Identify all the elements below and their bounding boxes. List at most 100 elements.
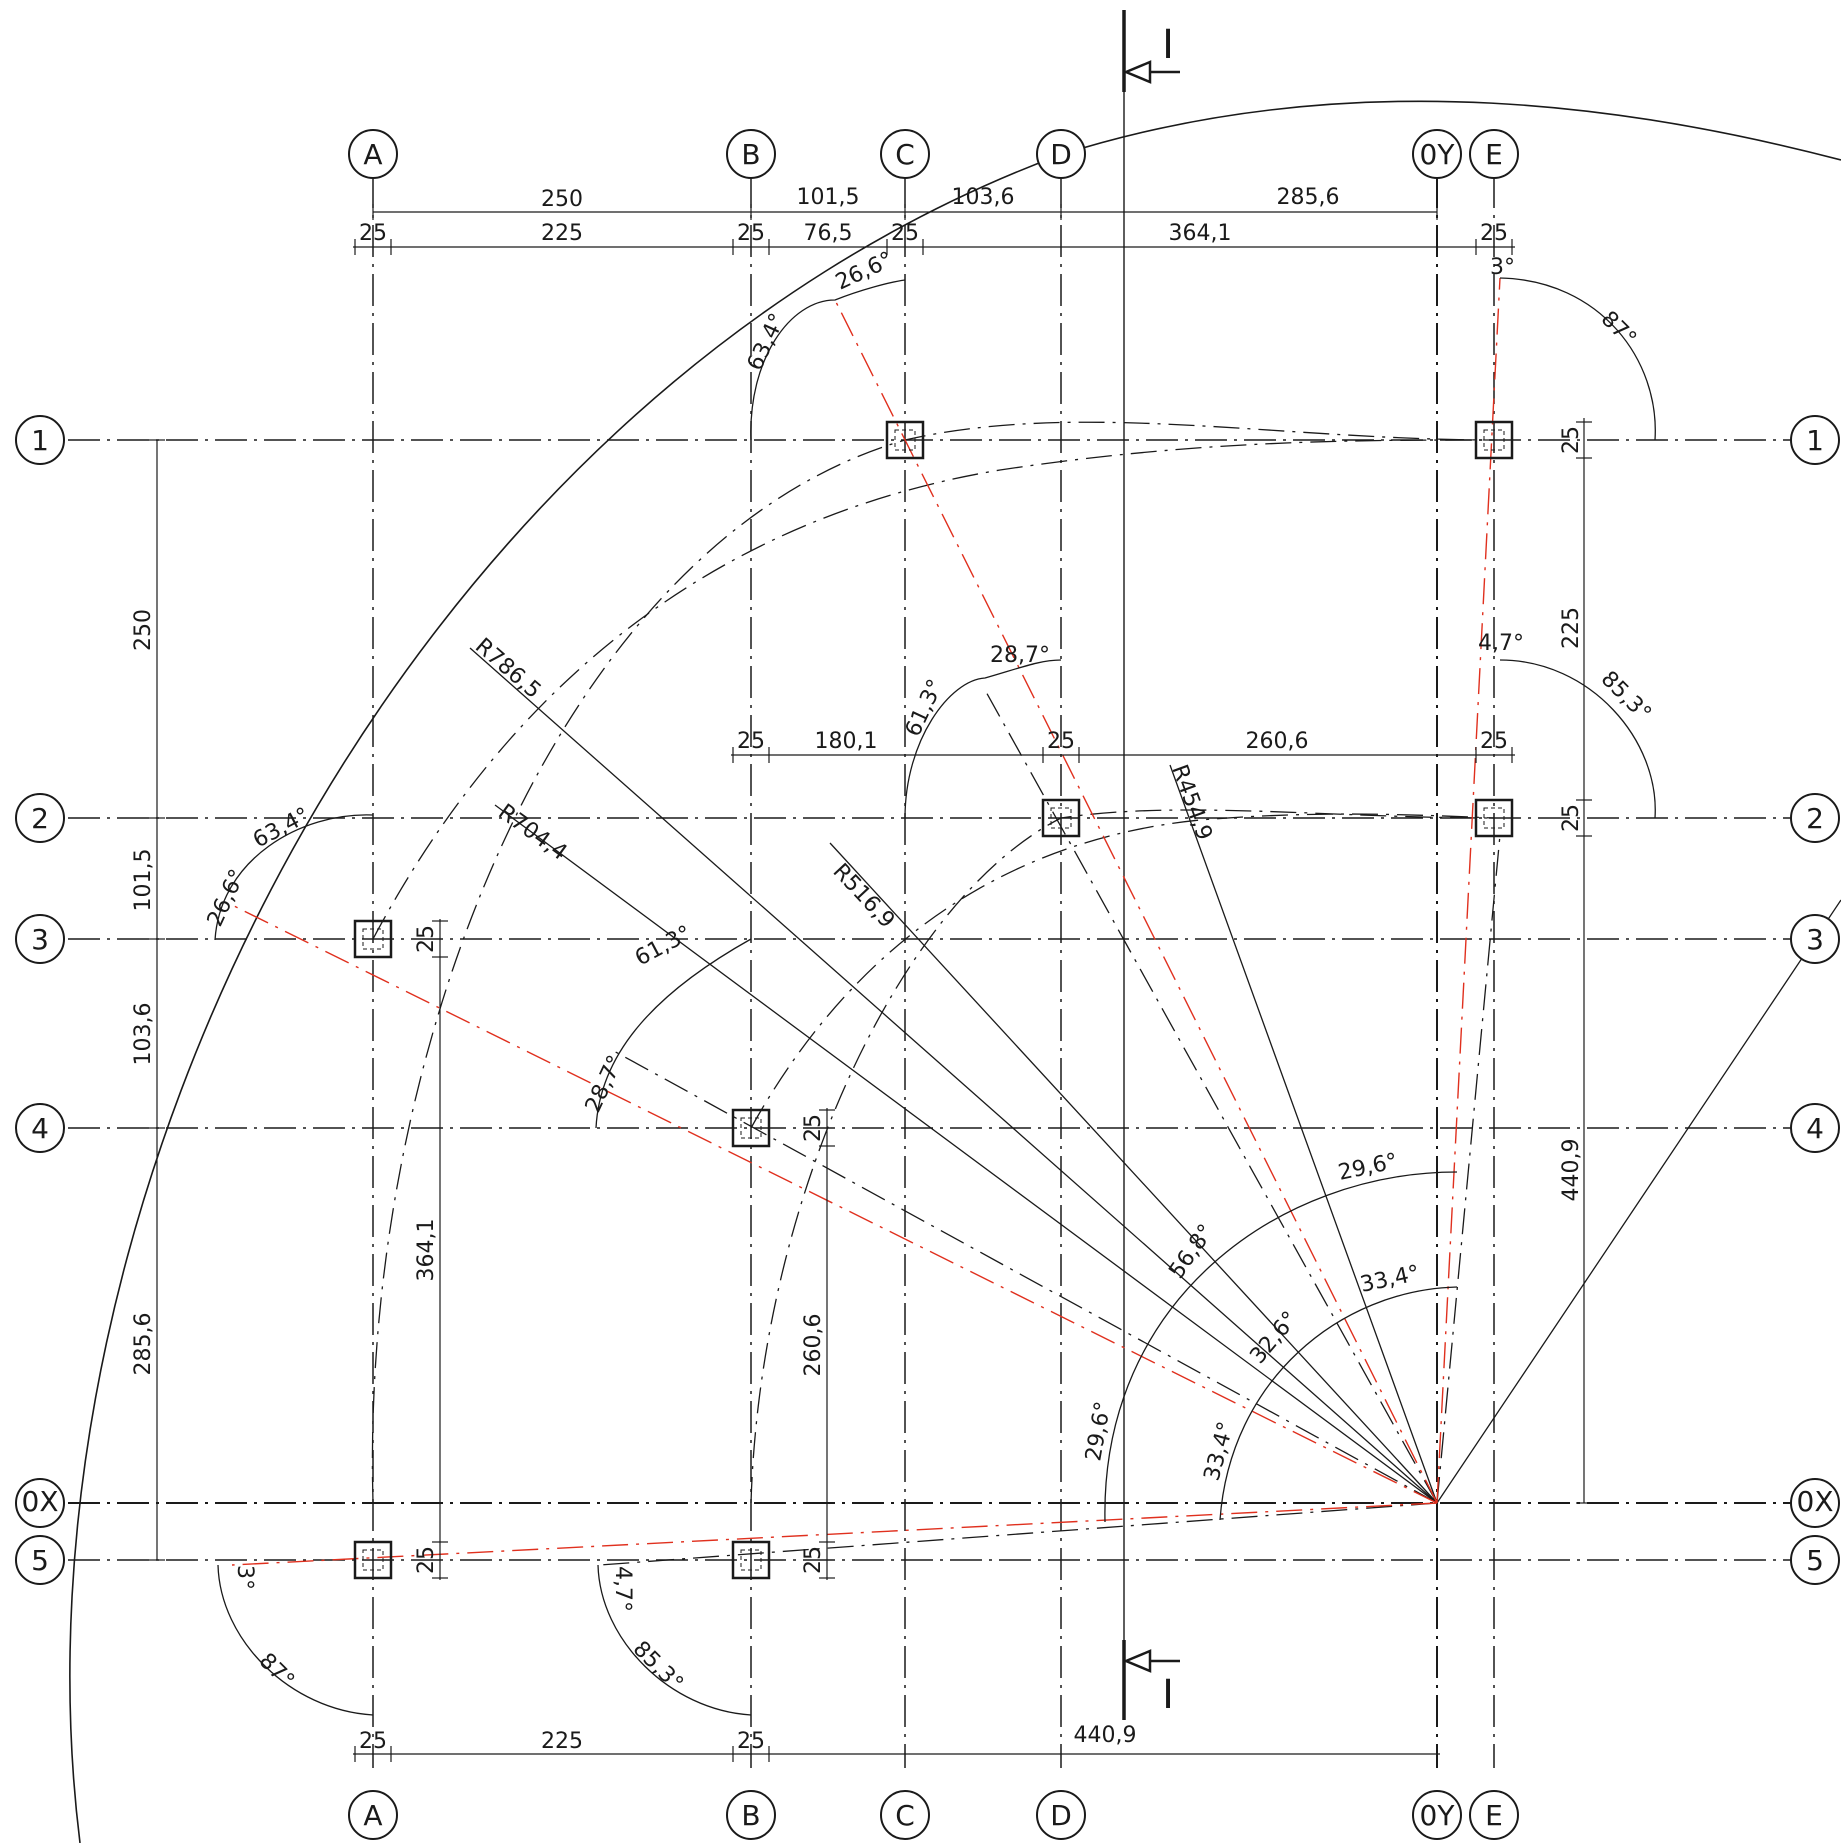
col-label-bottom-b: B [741,1799,760,1832]
angle-origin-4: 29,6° [1081,1400,1116,1463]
angle-mid-d-0: 28,7° [990,643,1050,668]
dim-right-2: 25 [1559,804,1584,832]
dim-bottom-3: 440,9 [1074,1723,1137,1748]
dim-top2-0: 25 [359,221,387,246]
angle-left-b-1: 28,7° [581,1052,629,1117]
column-e1 [1474,420,1514,460]
row-label-right-4: 4 [1806,1112,1824,1145]
row-label-left-1: 1 [31,424,49,457]
col-label-bottom-d: D [1050,1799,1072,1832]
outer-circle-arc [69,100,1841,1843]
dim-bottom-0: 25 [359,1729,387,1754]
angle-origin-0: 29,6° [1336,1149,1400,1186]
angle-bottom-b-0: 4,7° [610,1566,635,1612]
angle-top-c-0: 26,6° [832,247,897,295]
angle-arcs [214,277,1656,1716]
horizontal-grid-axes [68,439,1791,1561]
angle-left-a-1: 26,6° [203,866,251,931]
grid-bubbles [15,129,1840,1840]
dim-cola-2: 25 [414,1546,439,1574]
angle-top-c-1: 63,4° [743,310,791,375]
row-label-right-5: 5 [1806,1544,1824,1577]
col-label-top-e: E [1485,138,1503,171]
dim-left-0: 250 [131,609,156,651]
dim-top2-5: 364,1 [1169,221,1232,246]
dim-bottom-2: 25 [737,1729,765,1754]
row-label-left-3: 3 [31,923,49,956]
dim-mid-2: 25 [1047,729,1075,754]
dim-right-1: 225 [1559,607,1584,649]
angle-left-b-0: 61,3° [631,921,696,971]
col-label-bottom-e: E [1485,1799,1503,1832]
radius-label-3: R454,9 [1166,762,1216,844]
dashed-diagonals [599,689,1501,1566]
dimension-lines [149,204,1592,1762]
dim-mid-1: 180,1 [815,729,878,754]
dim-mid-4: 25 [1480,729,1508,754]
angle-bottom-b-1: 85,3° [628,1637,688,1697]
dim-mid-0: 25 [737,729,765,754]
radius-arcs [371,421,1495,1504]
angle-top-e-0: 3° [1490,255,1515,280]
dim-colb-2: 25 [801,1546,826,1574]
angle-mid-e-0: 4,7° [1478,631,1524,656]
dim-top1-1: 101,5 [797,185,860,210]
dim-cola-0: 25 [414,925,439,953]
dim-left-2: 103,6 [131,1003,156,1066]
col-label-bottom-a: A [363,1799,382,1832]
dim-left-1: 101,5 [131,849,156,912]
dim-mid-3: 260,6 [1246,729,1309,754]
column-b5 [731,1540,771,1580]
dim-colb-1: 260,6 [801,1314,826,1377]
column-a5 [353,1540,393,1580]
col-label-bottom-0y: 0Y [1420,1799,1456,1832]
angle-mid-e-1: 85,3° [1596,667,1656,727]
row-label-right-0x: 0X [1797,1485,1834,1518]
section-line [1122,10,1180,1720]
column-a3 [353,919,393,959]
angle-mid-d-1: 61,3° [901,676,949,741]
radius-lines [469,647,1841,1504]
col-label-top-d: D [1050,138,1072,171]
column-e2 [1474,798,1514,838]
row-label-left-0x: 0X [22,1485,59,1518]
row-label-right-2: 2 [1806,802,1824,835]
angle-top-e-1: 87° [1596,307,1641,352]
dim-top2-4: 25 [891,221,919,246]
angle-left-a-0: 63,4° [249,803,314,853]
dim-cola-1: 364,1 [414,1219,439,1282]
red-alignment-lines [231,277,1501,1566]
dim-top2-3: 76,5 [804,221,853,246]
dim-top1-2: 103,6 [952,185,1015,210]
col-label-top-b: B [741,138,760,171]
column-b4 [731,1108,771,1148]
dim-right-3: 440,9 [1559,1139,1584,1202]
section-label-top: I [1162,22,1174,68]
col-label-bottom-c: C [895,1799,915,1832]
dim-bottom-1: 225 [541,1729,583,1754]
dim-colb-0: 25 [801,1114,826,1142]
radius-label-2: R516,9 [828,859,900,933]
dim-top1-3: 285,6 [1277,185,1340,210]
row-label-right-1: 1 [1806,424,1824,457]
row-label-right-3: 3 [1806,923,1824,956]
dim-top2-2: 25 [737,221,765,246]
radius-label-1: R704,4 [493,800,571,866]
dim-left-3: 285,6 [131,1313,156,1376]
columns [353,420,1514,1580]
row-label-left-2: 2 [31,802,49,835]
column-d2 [1041,798,1081,838]
column-c1 [885,420,925,460]
row-label-left-4: 4 [31,1112,49,1145]
col-label-top-0y: 0Y [1420,138,1456,171]
dim-right-0: 25 [1559,426,1584,454]
dim-top2-1: 225 [541,221,583,246]
row-label-left-5: 5 [31,1544,49,1577]
angle-bottom-a-1: 87° [254,1649,299,1694]
section-label-bottom: I [1162,1672,1174,1718]
radius-label-0: R786,5 [470,634,545,704]
angle-bottom-a-0: 3° [232,1565,257,1590]
col-label-top-a: A [363,138,382,171]
col-label-top-c: C [895,138,915,171]
